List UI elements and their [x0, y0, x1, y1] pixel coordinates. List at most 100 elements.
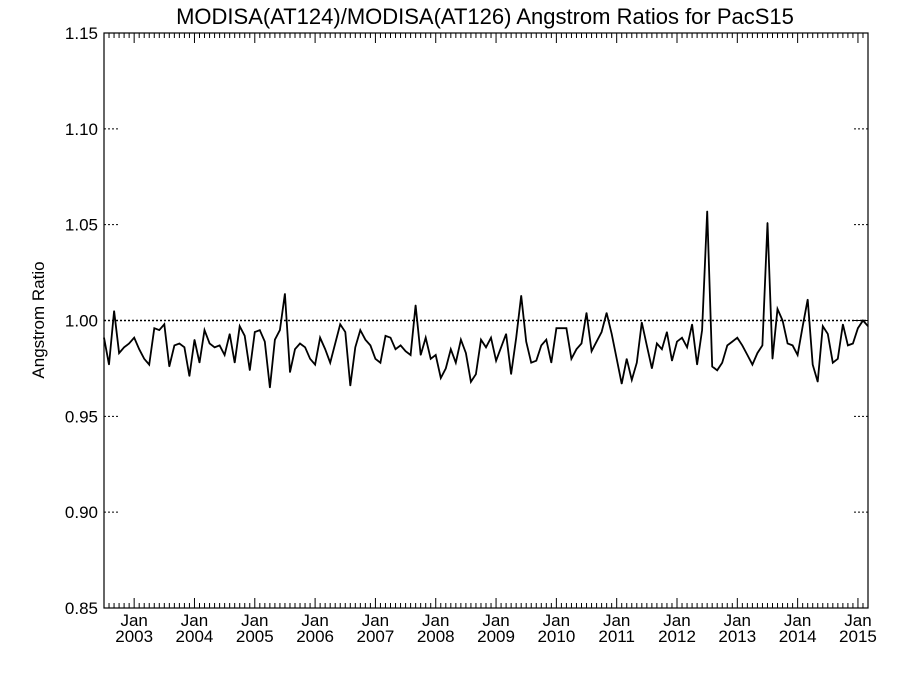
x-tick-year-label: 2015 [839, 627, 877, 646]
data-point [766, 222, 769, 224]
data-point [822, 325, 824, 327]
data-point [108, 363, 110, 366]
data-point [781, 319, 784, 322]
data-point [113, 310, 115, 312]
data-point [389, 337, 392, 339]
data-point [450, 348, 452, 350]
data-point [646, 344, 648, 347]
x-tick-month-label: Jan [482, 611, 509, 630]
data-point [530, 362, 532, 364]
data-point [656, 342, 658, 345]
data-point [404, 350, 407, 352]
x-tick-month-label: Jan [663, 611, 690, 630]
x-tick-year-label: 2012 [658, 627, 696, 646]
data-point [234, 362, 236, 364]
data-point [309, 358, 311, 360]
data-point [817, 381, 819, 383]
data-point [515, 337, 517, 339]
data-point [244, 335, 246, 337]
data-point [641, 321, 643, 324]
data-point [344, 331, 346, 333]
data-point [555, 327, 557, 329]
data-point [500, 346, 502, 348]
data-point [661, 348, 663, 350]
data-point [601, 331, 603, 333]
data-point [163, 323, 165, 325]
data-point [374, 358, 377, 360]
x-tick-year-label: 2004 [176, 627, 214, 646]
data-point [445, 367, 447, 370]
x-tick-year-label: 2005 [236, 627, 274, 646]
data-point [807, 298, 809, 301]
data-point [254, 331, 256, 333]
data-point [741, 344, 743, 347]
data-point [359, 329, 361, 331]
data-point [535, 360, 537, 362]
data-point [792, 344, 794, 347]
data-point [299, 342, 301, 345]
x-tick-year-label: 2003 [115, 627, 153, 646]
data-point [480, 339, 482, 341]
data-point [761, 344, 764, 347]
x-tick-year-label: 2006 [296, 627, 334, 646]
data-point [193, 339, 196, 341]
data-point [560, 327, 562, 329]
data-point [776, 308, 779, 310]
x-tick-month-label: Jan [181, 611, 208, 630]
data-point [565, 327, 568, 329]
data-point [460, 339, 462, 341]
data-point [636, 362, 638, 364]
data-point [716, 369, 718, 371]
data-point [188, 375, 191, 377]
data-point [249, 369, 251, 371]
data-point [203, 329, 206, 331]
chart-title: MODISA(AT124)/MODISA(AT126) Angstrom Rat… [176, 4, 794, 29]
x-tick-month-label: Jan [784, 611, 811, 630]
x-tick-year-label: 2011 [598, 627, 635, 646]
data-point [158, 329, 160, 331]
data-point [832, 362, 834, 364]
x-tick-year-label: 2008 [417, 627, 455, 646]
data-point [435, 354, 437, 356]
x-tick-month-label: Jan [844, 611, 871, 630]
data-point [751, 363, 753, 366]
y-tick-label: 1.10 [65, 120, 98, 139]
data-point [415, 304, 417, 306]
data-point [138, 348, 140, 350]
data-point [440, 377, 442, 379]
data-point [525, 340, 527, 343]
x-tick-year-label: 2014 [779, 627, 817, 646]
data-point [394, 348, 397, 350]
data-point [827, 333, 829, 335]
data-point [691, 323, 693, 325]
data-point [118, 352, 120, 354]
x-ticks: Jan2003Jan2004Jan2005Jan2006Jan2007Jan20… [103, 33, 877, 646]
data-point [128, 342, 130, 345]
data-point [686, 346, 688, 348]
data-point [279, 329, 281, 331]
data-point [621, 383, 623, 385]
y-tick-label: 1.15 [65, 24, 98, 43]
data-point [455, 362, 457, 364]
data-point [178, 342, 180, 345]
x-tick-month-label: Jan [603, 611, 630, 630]
data-point [239, 325, 241, 327]
data-point [259, 329, 261, 331]
data-point [143, 358, 145, 360]
data-point [631, 379, 633, 381]
data-point [540, 344, 542, 347]
data-point [666, 331, 668, 333]
data-point [274, 339, 276, 341]
y-tick-label: 0.95 [65, 407, 98, 426]
data-point [430, 358, 432, 360]
data-point [148, 363, 150, 366]
data-point [208, 342, 211, 345]
x-tick-month-label: Jan [543, 611, 570, 630]
data-point [183, 346, 186, 348]
data-point [329, 362, 331, 364]
data-point [842, 323, 844, 325]
data-point [103, 337, 105, 339]
y-axis-label: Angstrom Ratio [29, 261, 48, 378]
data-point [590, 350, 593, 352]
x-tick-month-label: Jan [724, 611, 751, 630]
